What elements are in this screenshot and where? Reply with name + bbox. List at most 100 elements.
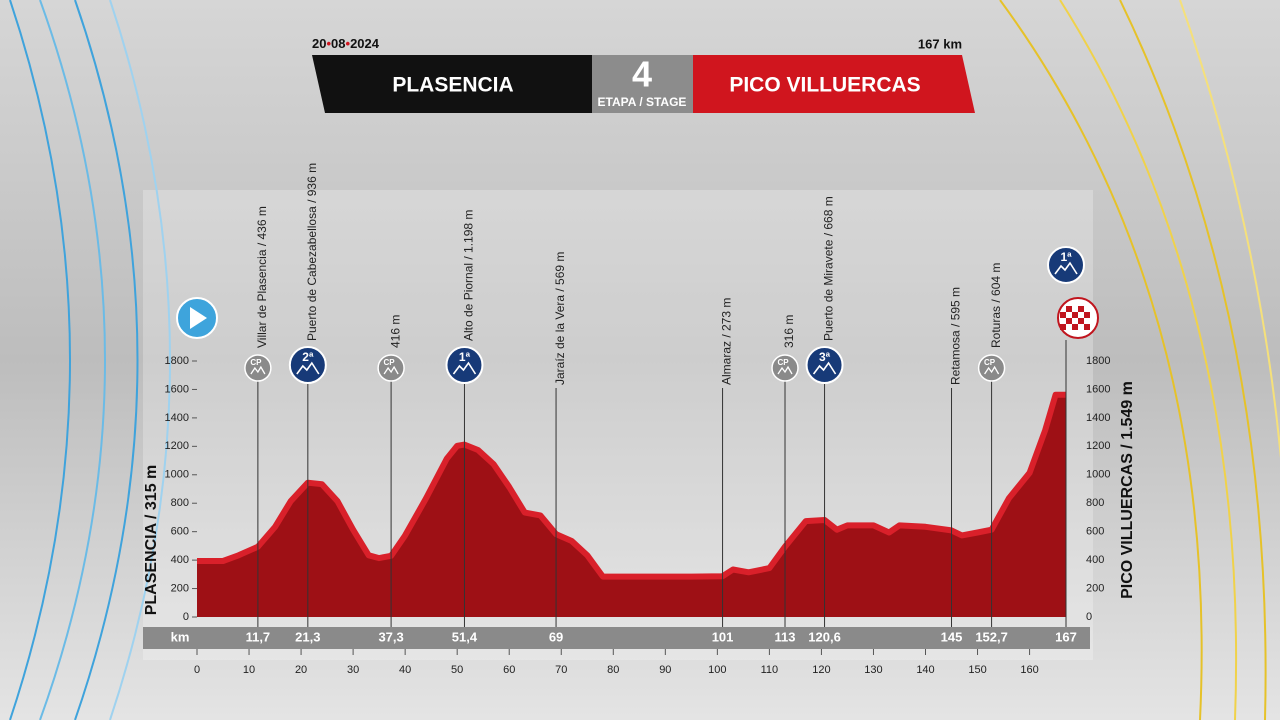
finish-box — [693, 55, 975, 113]
elevation-area — [197, 396, 1066, 617]
x-tick-label: 10 — [243, 664, 255, 676]
marker-label: Jaraíz de la Vera / 569 m — [553, 252, 567, 385]
y-tick-label-right: 800 — [1086, 497, 1104, 509]
x-tick-label: 120 — [812, 664, 830, 676]
cp-label: CP — [250, 358, 262, 367]
climb-category: 3ª — [819, 350, 831, 364]
x-tick-label: 160 — [1020, 664, 1038, 676]
marker-icon: CP — [977, 354, 1006, 382]
x-tick-label: 100 — [708, 664, 726, 676]
date-dot: • — [326, 36, 331, 51]
y-tick-label-right: 1400 — [1086, 412, 1110, 424]
cp-mountain — [777, 365, 793, 375]
marker-icon: 2ª — [288, 346, 327, 384]
y-tick-label-right: 1800 — [1086, 355, 1110, 367]
x-tick-label: 90 — [659, 664, 671, 676]
marker-label: Puerto de Cabezabellosa / 936 m — [305, 163, 319, 341]
cp-circle — [377, 354, 405, 382]
climb-circle — [1047, 246, 1085, 284]
x-tick-label: 130 — [864, 664, 882, 676]
x-tick-label: 60 — [503, 664, 515, 676]
decor-curves — [9, 0, 1280, 720]
y-tick-label-right: 1600 — [1086, 383, 1110, 395]
x-unit: km — [171, 629, 190, 644]
marker-icon: 1ª — [1047, 246, 1085, 284]
date-year: 2024 — [350, 36, 380, 51]
start-box — [312, 55, 592, 113]
marker-icon: 1ª — [445, 346, 484, 384]
y-tick-label-right: 400 — [1086, 554, 1104, 566]
x-tick-label: 50 — [451, 664, 463, 676]
marker-label: Retamosa / 595 m — [949, 287, 963, 385]
y-tick-label: 1800 — [165, 355, 189, 367]
date-day: 20 — [312, 36, 326, 51]
marker-km: 152,7 — [975, 629, 1008, 644]
cp-mountain — [250, 365, 266, 375]
cp-label: CP — [384, 358, 396, 367]
marker-label: Puerto de Miravete / 668 m — [822, 196, 836, 341]
y-tick-label: 1200 — [165, 440, 189, 452]
climb-category: 2ª — [302, 350, 314, 364]
y-tick-label-right: 1200 — [1086, 440, 1110, 452]
climb-circle — [288, 346, 327, 384]
x-tick-label: 20 — [295, 664, 307, 676]
y-tick-label-right: 0 — [1086, 611, 1092, 623]
marker-icon: CP — [377, 354, 405, 382]
y-tick-label: 1000 — [165, 469, 189, 481]
y-axis-label-right: PICO VILLUERCAS / 1.549 m — [1119, 381, 1136, 599]
x-tick-label: 140 — [916, 664, 934, 676]
climb-category: 1ª — [459, 350, 471, 364]
y-tick-label: 1400 — [165, 412, 189, 424]
cp-circle — [244, 354, 272, 382]
distance: 167 km — [918, 36, 962, 51]
marker-icon: CP — [244, 354, 272, 382]
climb-mountain — [452, 361, 477, 375]
stage-number: 4 — [632, 54, 652, 95]
marker-km: 113 — [775, 629, 796, 644]
marker-km: 120,6 — [808, 629, 841, 644]
start-name: PLASENCIA — [392, 74, 513, 97]
marker-icon: 3ª — [805, 346, 844, 384]
climb-circle — [445, 346, 484, 384]
x-tick-label: 40 — [399, 664, 411, 676]
cp-circle — [771, 354, 799, 382]
cp-mountain — [383, 365, 399, 375]
x-tick-label: 30 — [347, 664, 359, 676]
y-tick-label: 600 — [171, 526, 189, 538]
marker-label: Alto de Piornal / 1.198 m — [462, 210, 476, 341]
cp-label: CP — [984, 358, 996, 367]
stage-box — [592, 55, 693, 113]
date-month: 08 — [331, 36, 345, 51]
y-tick-label: 200 — [171, 582, 189, 594]
cp-circle — [977, 354, 1006, 382]
y-tick-label: 800 — [171, 497, 189, 509]
x-tick-label: 0 — [194, 664, 200, 676]
start-icon — [176, 297, 218, 339]
marker-km: 69 — [549, 629, 563, 644]
marker-label: Roturas / 604 m — [989, 263, 1003, 348]
marker-label: 316 m — [782, 315, 796, 348]
date: 20•08•2024 — [312, 36, 380, 51]
marker-km: 145 — [941, 629, 963, 644]
marker-km: 101 — [712, 629, 734, 644]
marker-km: 51,4 — [452, 629, 478, 644]
marker-label: Villar de Plasencia / 436 m — [255, 206, 269, 348]
stage-label: ETAPA / STAGE — [598, 95, 687, 109]
finish-flag — [1057, 297, 1099, 339]
y-tick-label: 0 — [183, 611, 189, 623]
y-tick-label-right: 200 — [1086, 582, 1104, 594]
finish-name: PICO VILLUERCAS — [729, 74, 920, 97]
marker-km: 11,7 — [246, 629, 271, 644]
climb-mountain — [296, 361, 320, 375]
x-tick-label: 70 — [555, 664, 567, 676]
x-tick-label: 110 — [761, 664, 779, 676]
y-tick-label-right: 1000 — [1086, 469, 1110, 481]
cp-label: CP — [777, 358, 789, 367]
y-tick-label: 1600 — [165, 383, 189, 395]
climb-category: 1ª — [1060, 250, 1072, 264]
marker-label: Almaraz / 273 m — [720, 298, 734, 385]
km-bar — [143, 627, 1090, 649]
y-tick-label-right: 600 — [1086, 526, 1104, 538]
climb-circle — [805, 346, 844, 384]
